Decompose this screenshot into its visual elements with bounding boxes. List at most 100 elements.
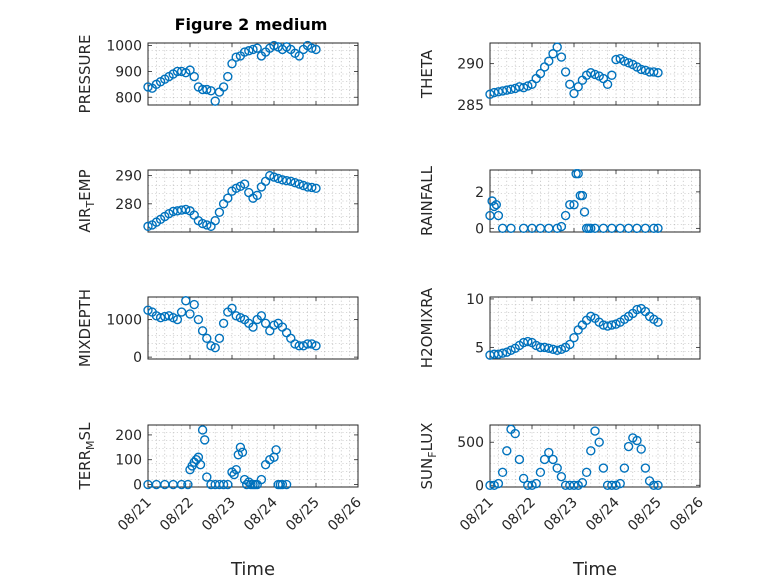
- data-point: [590, 426, 600, 436]
- x-tick-label: 08/21: [457, 495, 497, 535]
- data-point: [218, 82, 229, 92]
- data-point: [290, 339, 300, 349]
- data-point: [489, 87, 499, 98]
- subplot-rainfall: 0 2 RAINFALL: [418, 165, 701, 237]
- data-point: [214, 87, 225, 97]
- data-point: [586, 223, 596, 234]
- data-point: [581, 467, 592, 478]
- data-point: [252, 190, 262, 201]
- data-point: [155, 312, 166, 323]
- axes-frame: [489, 42, 701, 106]
- data-point: [231, 52, 241, 62]
- data-point: [218, 318, 229, 329]
- y-tick-label: 0: [475, 478, 484, 494]
- data-point: [523, 336, 533, 347]
- x-tick-label: 08/21: [115, 495, 155, 535]
- data-point: [514, 454, 525, 465]
- data-point: [307, 43, 317, 53]
- data-point: [286, 176, 296, 186]
- data-point: [189, 299, 199, 310]
- data-point: [493, 210, 504, 221]
- data-point: [565, 79, 575, 90]
- data-point: [607, 223, 617, 234]
- axes-frame: [147, 424, 359, 488]
- data-point: [265, 326, 275, 336]
- x-tick-label: 08/24: [241, 494, 281, 534]
- data-point: [235, 442, 246, 453]
- data-point: [493, 478, 504, 489]
- y-tick-label: 900: [115, 64, 142, 80]
- data-point: [535, 68, 546, 79]
- data-point: [544, 56, 554, 66]
- y-axis-label: MIXDEPTH: [76, 289, 94, 367]
- data-point: [227, 58, 237, 69]
- data-point: [552, 223, 562, 234]
- data-point: [239, 47, 250, 57]
- data-point: [252, 43, 262, 53]
- y-tick-label: 500: [457, 435, 484, 451]
- x-tick-label: 08/25: [625, 495, 665, 535]
- data-point: [298, 341, 309, 351]
- grid: [490, 170, 700, 232]
- data-point: [653, 480, 663, 490]
- subplot-theta: 285 290 THETA: [418, 42, 701, 114]
- y-tick-label: 1000: [106, 313, 142, 329]
- data-point: [579, 207, 590, 217]
- y-tick-label: 200: [115, 428, 142, 444]
- x-axis-label: Time: [572, 559, 617, 580]
- data-point: [485, 89, 495, 99]
- data-point: [143, 305, 153, 315]
- data-point: [244, 46, 254, 56]
- data-point: [491, 199, 501, 210]
- data-point: [527, 480, 537, 490]
- data-point: [202, 84, 212, 95]
- data-point: [497, 348, 508, 358]
- data-point: [223, 193, 233, 203]
- data-point: [199, 435, 210, 445]
- data-point: [294, 51, 304, 61]
- data-point: [269, 172, 279, 182]
- y-tick-label: 100: [115, 453, 142, 469]
- data-point: [649, 223, 659, 234]
- data-point: [531, 73, 541, 84]
- data-point: [552, 42, 562, 52]
- data-point: [573, 82, 583, 92]
- y-tick-label: 285: [457, 98, 484, 114]
- data-point: [227, 303, 237, 313]
- data-point: [294, 179, 304, 189]
- grid: [490, 297, 700, 359]
- data-point: [552, 463, 562, 473]
- figure-title: Figure 2 medium: [175, 15, 328, 34]
- data-point: [210, 96, 220, 106]
- data-point: [260, 318, 271, 329]
- data-point: [573, 168, 583, 179]
- data-point: [565, 339, 575, 350]
- y-tick-label: 10: [466, 292, 484, 308]
- y-axis-label: SUNFLUX: [418, 423, 439, 490]
- data-point: [497, 86, 508, 96]
- x-tick-label: 08/22: [157, 495, 197, 535]
- data-point: [502, 85, 512, 95]
- data-point: [653, 223, 663, 234]
- y-tick-label: 280: [115, 197, 142, 213]
- data-point: [569, 88, 579, 99]
- data-point: [539, 342, 550, 353]
- data-point: [598, 463, 609, 473]
- data-point: [302, 339, 313, 349]
- data-point: [223, 479, 233, 490]
- data-point: [197, 425, 208, 435]
- data-point: [565, 199, 575, 210]
- data-point: [231, 464, 241, 475]
- data-point: [489, 480, 499, 490]
- data-point: [231, 311, 241, 321]
- data-point: [497, 467, 508, 478]
- axes-frame: [489, 296, 701, 360]
- data-point: [311, 44, 321, 55]
- data-point: [210, 216, 220, 226]
- data-point: [281, 479, 292, 490]
- y-tick-label: 290: [457, 57, 484, 73]
- data-point: [548, 454, 558, 465]
- data-point: [202, 333, 212, 344]
- data-point: [493, 87, 504, 97]
